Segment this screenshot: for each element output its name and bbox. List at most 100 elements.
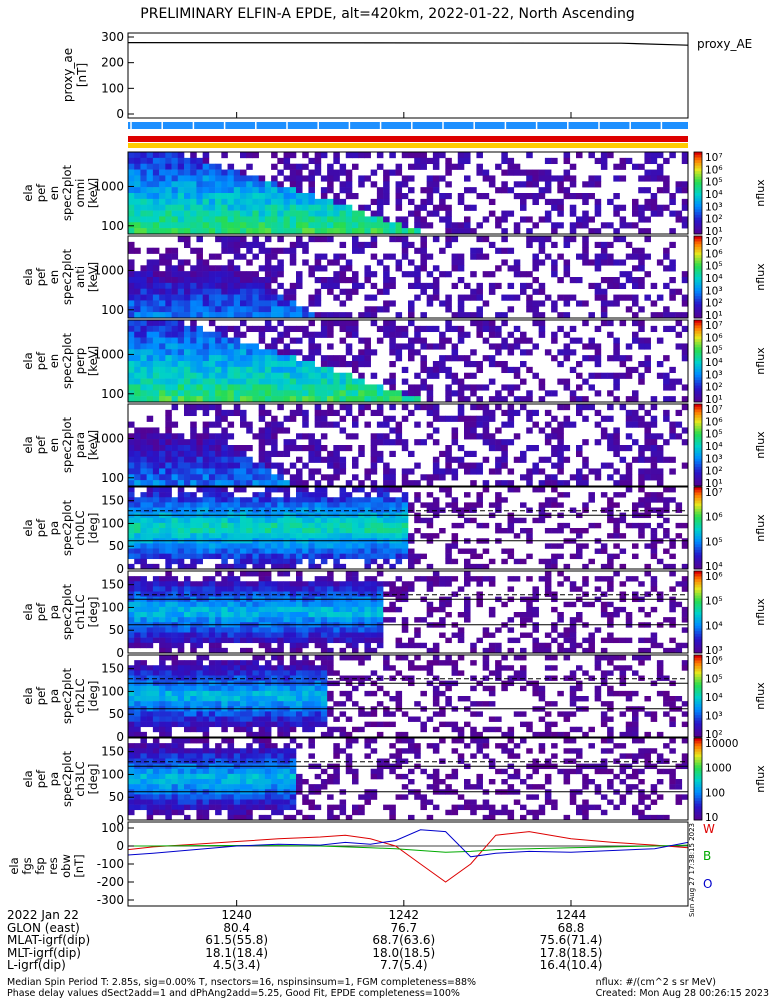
spectrogram-pixel: [215, 612, 222, 618]
spectrogram-pixel: [364, 543, 371, 549]
spectrogram-pixel: [159, 390, 166, 397]
colorbar-swatch: [694, 414, 702, 419]
spectrogram-pixel: [625, 421, 633, 428]
colorbar-swatch: [694, 555, 702, 559]
spectrogram-pixel: [264, 294, 272, 301]
spectrogram-pixel: [345, 294, 353, 301]
spectrogram-pixel: [625, 617, 633, 623]
spectrogram-pixel: [532, 637, 539, 644]
spectrogram-pixel: [401, 522, 409, 529]
spectrogram-pixel: [165, 312, 172, 319]
spectrogram-pixel: [607, 152, 614, 159]
spectrogram-pixel: [650, 543, 658, 549]
spectrogram-pixel: [264, 187, 272, 194]
spectrogram-pixel: [482, 421, 490, 428]
spectrogram-pixel: [401, 591, 409, 597]
spectrogram-pixel: [526, 366, 533, 374]
spectrogram-pixel: [557, 502, 564, 508]
spectrogram-pixel: [576, 586, 583, 592]
spectrogram-pixel: [613, 282, 620, 290]
spectrogram-pixel: [202, 198, 210, 206]
spectrogram-pixel: [352, 384, 359, 391]
spectrogram-pixel: [152, 325, 160, 333]
colorbar-tick-label: 10⁷: [705, 404, 723, 416]
spectrogram-pixel: [681, 157, 689, 165]
spectrogram-pixel: [408, 282, 415, 290]
spectrogram-pixel: [532, 193, 539, 200]
spectrogram-pixel: [240, 228, 247, 235]
spectrogram-pixel: [140, 306, 147, 313]
spectrogram-pixel: [439, 450, 446, 458]
spectrogram-pixel: [476, 306, 483, 313]
spectrogram-pixel: [376, 563, 384, 570]
spectrogram-pixel: [240, 361, 247, 368]
spectrogram-pixel: [146, 306, 154, 313]
spectrogram-pixel: [146, 355, 154, 362]
spectrogram-pixel: [538, 331, 546, 338]
spectrogram-pixel: [544, 210, 552, 217]
spectrogram-pixel: [215, 169, 222, 176]
spectrogram-pixel: [240, 152, 247, 159]
spectrogram-pixel: [376, 642, 384, 649]
spectrogram-pixel: [507, 553, 515, 560]
spectrogram-pixel: [501, 450, 508, 458]
spectrogram-pixel: [215, 528, 222, 534]
spectrogram-pixel: [501, 445, 508, 452]
spectrogram-pixel: [644, 433, 651, 440]
spectrogram-pixel: [569, 421, 577, 428]
spectrogram-pixel: [408, 152, 415, 159]
spectrogram-pixel: [171, 522, 179, 529]
spectrogram-pixel: [625, 343, 633, 350]
spectrogram-pixel: [414, 617, 421, 623]
spectrogram-pixel: [650, 198, 658, 206]
colorbar-swatch: [694, 642, 702, 646]
spectrogram-pixel: [582, 576, 589, 582]
spectrogram-pixel: [345, 601, 353, 608]
spectrogram-pixel: [401, 175, 409, 182]
spectrogram-pixel: [520, 181, 527, 188]
spectrogram-pixel: [308, 204, 315, 211]
spectrogram-pixel: [271, 474, 278, 481]
spectrogram-pixel: [352, 193, 359, 200]
spectrogram-pixel: [302, 222, 309, 229]
spectrogram-pixel: [632, 222, 639, 229]
spectrogram-pixel: [457, 300, 465, 307]
spectrogram-pixel: [140, 216, 147, 223]
spectrogram-pixel: [426, 198, 434, 206]
spectrogram-pixel: [638, 445, 645, 452]
spectrogram-pixel: [526, 468, 533, 475]
spectrogram-pixel: [420, 474, 427, 481]
spectrogram-pixel: [376, 456, 384, 463]
spectrogram-pixel: [289, 396, 297, 403]
spectrogram-pixel: [445, 581, 452, 587]
spectrogram-pixel: [395, 187, 403, 194]
spectrogram-pixel: [370, 533, 378, 539]
spectrogram-pixel: [258, 396, 266, 403]
spectrogram-pixel: [339, 427, 347, 434]
spectrogram-pixel: [557, 571, 564, 577]
spectrogram-pixel: [190, 343, 197, 350]
spectrogram-pixel: [258, 450, 266, 458]
spectrogram-pixel: [588, 647, 595, 654]
spectrogram-pixel: [152, 320, 160, 327]
spectrogram-pixel: [227, 409, 235, 417]
spectrogram-pixel: [333, 193, 340, 200]
colorbar-swatch: [694, 268, 702, 272]
spectrogram-pixel: [202, 271, 210, 278]
spectrogram-pixel: [470, 433, 477, 440]
spectrogram-pixel: [246, 181, 253, 188]
spectrogram-pixel: [389, 528, 396, 534]
spectrogram-pixel: [681, 522, 689, 529]
spectrogram-pixel: [190, 390, 197, 397]
spectrogram-pixel: [221, 306, 228, 313]
spectrogram-pixel: [227, 216, 235, 223]
spectrogram-pixel: [296, 312, 303, 319]
spectrogram-pixel: [271, 396, 278, 403]
spectrogram-pixel: [221, 331, 228, 338]
spectrogram-pixel: [538, 300, 546, 307]
spectrogram-pixel: [364, 271, 371, 278]
spectrogram-pixel: [339, 361, 347, 368]
spectrogram-pixel: [246, 533, 253, 539]
spectrogram-pixel: [544, 647, 552, 654]
spectrogram-pixel: [171, 337, 179, 344]
